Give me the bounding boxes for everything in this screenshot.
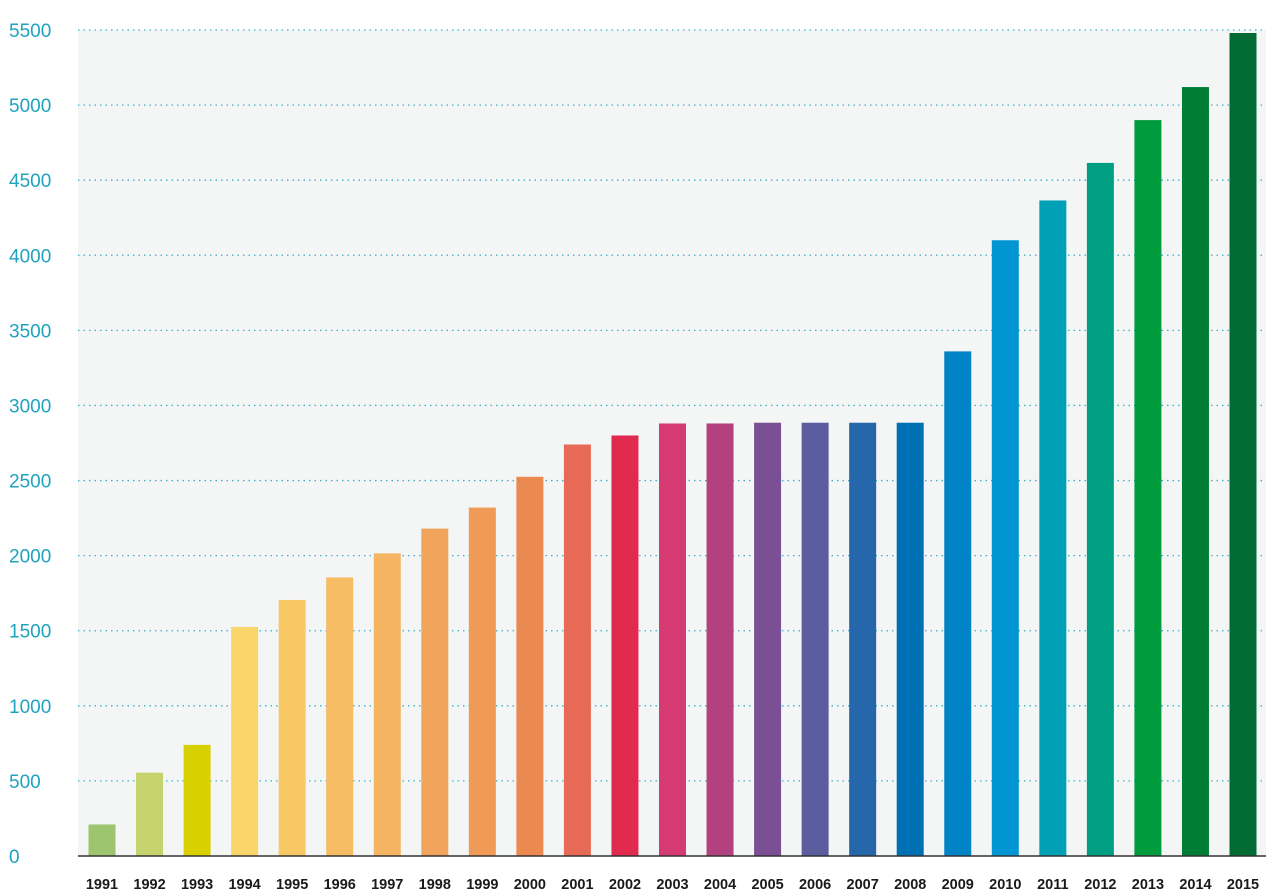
- x-tick-label: 2003: [656, 877, 688, 893]
- bar-2011: [1039, 200, 1067, 856]
- x-tick-label: 2005: [751, 877, 783, 893]
- x-tick-labels: 1991 1992 1993 1994 1995 1996 1997 1998 1999 2000…: [86, 877, 1259, 893]
- bar-2008: [896, 422, 924, 856]
- y-tick-label: 2000: [9, 547, 51, 568]
- x-tick-label: 1992: [133, 877, 165, 893]
- y-tick-label: 0: [9, 847, 20, 868]
- x-tick-label: 2008: [894, 877, 926, 893]
- bar-2002: [611, 435, 639, 856]
- x-tick-label: 2006: [799, 877, 831, 893]
- x-tick-label: 2007: [847, 877, 879, 893]
- bar-1991: [88, 824, 116, 856]
- y-tick-label: 5000: [9, 96, 51, 117]
- x-tick-label: 1996: [324, 877, 356, 893]
- y-tick-labels: 0 500 1000 1500 2000 2500 3000 3500 4000 4500 5000…: [9, 21, 51, 868]
- bar-2001: [563, 444, 591, 856]
- bar-2014: [1181, 87, 1209, 856]
- x-tick-label: 2014: [1179, 877, 1211, 893]
- bar-1994: [231, 626, 259, 856]
- y-tick-label: 1000: [9, 697, 51, 718]
- bar-1999: [468, 507, 496, 856]
- bar-1996: [326, 577, 354, 856]
- x-tick-label: 1994: [228, 877, 260, 893]
- x-tick-label: 2013: [1132, 877, 1164, 893]
- x-tick-label: 2000: [514, 877, 546, 893]
- x-tick-label: 2012: [1084, 877, 1116, 893]
- bar-2012: [1086, 162, 1114, 857]
- bar-1993: [183, 744, 211, 856]
- x-tick-label: 2010: [989, 877, 1021, 893]
- bar-2005: [754, 422, 782, 856]
- bar-2009: [944, 351, 972, 856]
- bars: [88, 33, 1257, 857]
- x-tick-label: 1999: [466, 877, 498, 893]
- bar-2010: [991, 240, 1019, 857]
- bar-1992: [136, 772, 164, 856]
- y-tick-label: 500: [9, 772, 41, 793]
- y-tick-label: 1500: [9, 622, 51, 643]
- x-tick-label: 2015: [1227, 877, 1259, 893]
- bar-2004: [706, 423, 734, 856]
- bar-2000: [516, 476, 544, 856]
- bar-1997: [373, 553, 401, 856]
- x-tick-label: 1995: [276, 877, 308, 893]
- bar-2007: [849, 422, 877, 856]
- bar-2003: [659, 423, 686, 856]
- y-tick-label: 3000: [9, 396, 51, 417]
- x-tick-label: 1998: [419, 877, 451, 893]
- y-tick-label: 4500: [9, 171, 51, 192]
- x-tick-label: 2002: [609, 877, 641, 893]
- y-tick-label: 4000: [9, 246, 51, 267]
- bar-1998: [421, 528, 449, 856]
- y-tick-label: 5500: [9, 21, 51, 42]
- bar-2006: [801, 422, 829, 856]
- x-tick-label: 1991: [86, 877, 118, 893]
- x-tick-label: 2004: [704, 877, 736, 893]
- x-tick-label: 2001: [561, 877, 593, 893]
- bar-2015: [1229, 33, 1257, 856]
- x-tick-label: 2009: [942, 877, 974, 893]
- bar-1995: [278, 599, 306, 856]
- x-tick-label: 1993: [181, 877, 213, 893]
- y-tick-label: 3500: [9, 321, 51, 342]
- x-tick-label: 2011: [1037, 877, 1068, 893]
- y-tick-label: 2500: [9, 472, 51, 493]
- x-tick-label: 1997: [371, 877, 403, 893]
- bar-2013: [1134, 120, 1162, 857]
